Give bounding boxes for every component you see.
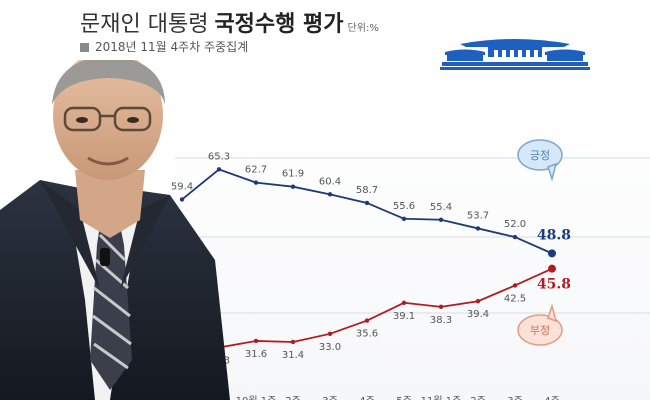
- series-0-label-0: 59.4: [171, 181, 193, 192]
- legend-badge-tail-0: [547, 162, 558, 182]
- series-1-point-8: [475, 299, 481, 304]
- plot-background: [175, 100, 650, 400]
- series-0-label-7: 55.4: [430, 202, 452, 213]
- series-0-label-5: 58.7: [356, 185, 378, 196]
- series-0-label-2: 62.7: [245, 165, 267, 176]
- series-0-point-7: [438, 217, 444, 222]
- series-1-point-7: [438, 304, 444, 310]
- page-title: 문재인 대통령 국정수행 평가 단위:%: [80, 6, 379, 38]
- gridlines: [175, 157, 650, 314]
- series-0-point-5: [364, 200, 370, 206]
- series-1-label-10: 45.8: [537, 277, 571, 293]
- series-line-0: [181, 168, 553, 255]
- legend-badge-tail-1: [547, 303, 558, 323]
- legend-badge-text-1: 부정: [530, 324, 550, 337]
- series-1-label-9: 42.5: [504, 293, 526, 304]
- series-1-point-5: [364, 318, 370, 323]
- series-0-label-6: 55.6: [393, 201, 415, 212]
- series-1-label-6: 39.1: [393, 311, 415, 322]
- x-tick-label-9: 3주: [507, 396, 523, 400]
- series-0-point-8: [475, 226, 481, 231]
- series-layer: [179, 167, 556, 350]
- legend-badge-text-0: 긍정: [530, 149, 550, 162]
- series-1-label-5: 35.6: [356, 329, 378, 340]
- series-1-label-2: 31.6: [245, 349, 267, 360]
- series-1-point-10: [548, 264, 556, 273]
- x-tick-label-7: 11월 1주: [421, 395, 462, 400]
- series-1-label-8: 39.4: [467, 309, 489, 320]
- series-1-point-9: [512, 283, 518, 288]
- title-evaluation: 국정수행 평가: [214, 12, 344, 37]
- legend-badge-bubble-1: [517, 314, 563, 346]
- subtitle-square-icon: [80, 43, 89, 52]
- series-0-label-3: 61.9: [282, 169, 304, 180]
- x-tick-label-8: 2주: [470, 396, 486, 400]
- series-0-point-4: [327, 192, 333, 197]
- data-labels: 59.4 65.3 62.7 61.9 60.4 58.7 55.6 55.4 53.7 52.0…: [171, 151, 571, 366]
- x-tick-labels: 9주4주10월 1주2주3주4주5주11월 1주2주3주4주: [174, 395, 560, 400]
- legend-badge-0: 긍정: [517, 139, 563, 182]
- x-tick-label-3: 2주: [285, 396, 301, 400]
- series-0-label-9: 52.0: [504, 219, 526, 230]
- subtitle: 2018년 11월 4주차 주중집계: [80, 38, 248, 55]
- x-tick-label-5: 4주: [359, 396, 375, 400]
- series-1-label-7: 38.3: [430, 315, 452, 326]
- series-0-label-8: 53.7: [467, 210, 489, 221]
- series-0-point-10: [548, 249, 556, 258]
- blue-house-icon: [440, 39, 590, 70]
- series-0-label-1: 65.3: [208, 151, 230, 162]
- legend-badge-1: 부정: [517, 303, 563, 346]
- series-1-point-3: [290, 339, 296, 345]
- series-0-point-0: [179, 197, 185, 202]
- x-tick-label-4: 3주: [322, 396, 338, 400]
- x-tick-label-2: 10월 1주: [236, 395, 277, 400]
- president-portrait-icon: [0, 60, 230, 400]
- series-1-point-6: [401, 300, 407, 305]
- series-0-point-3: [290, 184, 296, 189]
- series-1-point-4: [327, 331, 333, 337]
- series-0-point-1: [216, 167, 222, 172]
- series-1-point-2: [253, 338, 259, 344]
- series-1-label-4: 33.0: [319, 342, 341, 353]
- x-tick-label-6: 5주: [396, 396, 412, 400]
- series-1-label-3: 31.4: [282, 350, 304, 361]
- title-president: 문재인 대통령: [80, 12, 209, 37]
- series-0-label-10: 48.8: [537, 227, 571, 243]
- x-tick-label-10: 4주: [544, 396, 560, 400]
- series-0-point-9: [512, 234, 518, 240]
- series-0-label-4: 60.4: [319, 176, 341, 187]
- unit-label: 단위:%: [347, 23, 379, 34]
- series-0-point-6: [401, 216, 407, 221]
- legend-badge-bubble-0: [517, 139, 563, 171]
- subtitle-text: 2018년 11월 4주차 주중집계: [95, 40, 249, 54]
- series-0-point-2: [253, 180, 259, 185]
